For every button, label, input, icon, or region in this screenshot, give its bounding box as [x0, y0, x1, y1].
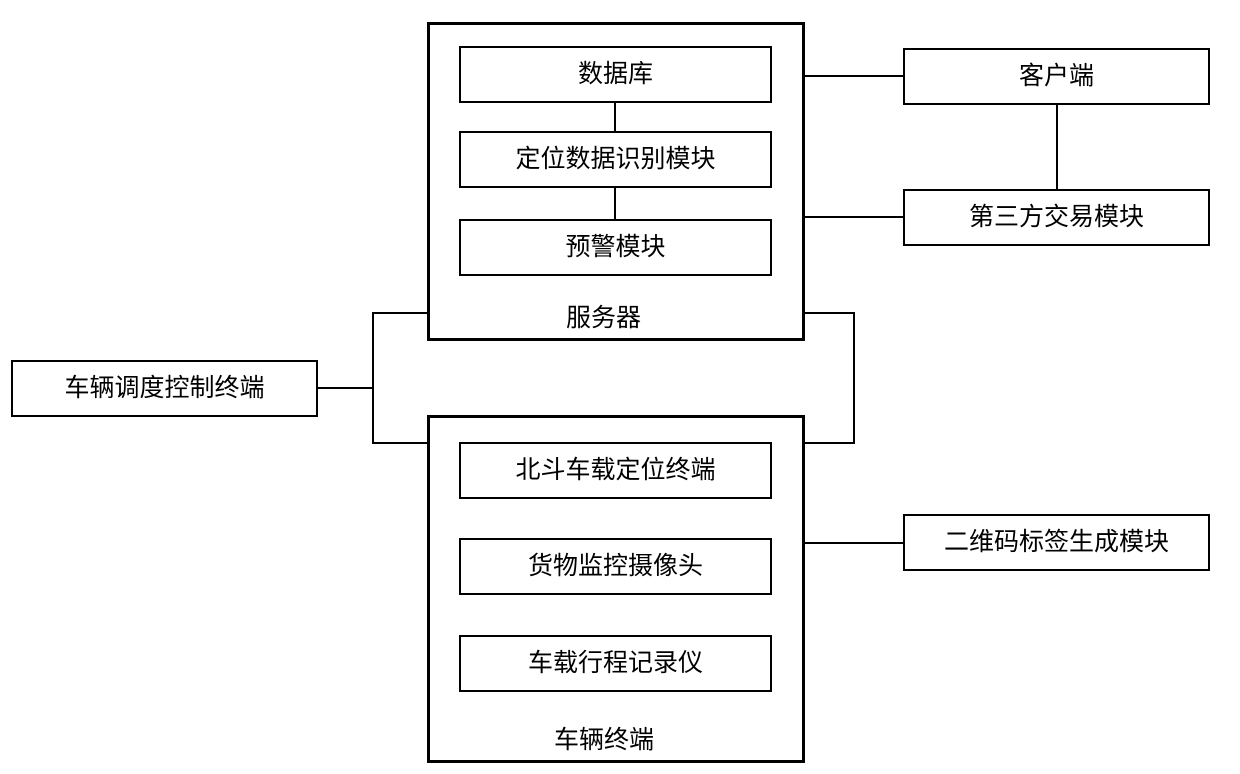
vehicle-dispatch-label: 车辆调度控制终端: [64, 374, 264, 404]
edge-bus-server: [372, 312, 427, 314]
travel-recorder-box: 车载行程记录仪: [459, 635, 772, 692]
cargo-camera-box: 货物监控摄像头: [459, 538, 772, 595]
database-box: 数据库: [459, 46, 772, 103]
edge-server-thirdparty: [805, 216, 903, 218]
edge-bus-vehicle: [372, 442, 427, 444]
database-label: 数据库: [578, 60, 653, 90]
third-party-label: 第三方交易模块: [969, 203, 1144, 233]
vehicle-terminal-container-label: 车辆终端: [554, 720, 654, 756]
warning-module-label: 预警模块: [565, 233, 665, 263]
third-party-box: 第三方交易模块: [903, 189, 1210, 246]
cargo-camera-label: 货物监控摄像头: [528, 552, 703, 582]
edge-vehicle-server-v: [853, 312, 855, 444]
server-container-label: 服务器: [566, 298, 641, 334]
vehicle-dispatch-box: 车辆调度控制终端: [11, 360, 318, 417]
edge-server-client: [805, 75, 903, 77]
qr-module-box: 二维码标签生成模块: [903, 514, 1210, 571]
edge-client-thirdparty: [1056, 105, 1058, 189]
positioning-module-box: 定位数据识别模块: [459, 131, 772, 188]
edge-vehicle-server-h2: [805, 312, 854, 314]
edge-vehicle-server-h1: [805, 442, 854, 444]
travel-recorder-label: 车载行程记录仪: [528, 649, 703, 679]
beidou-terminal-label: 北斗车载定位终端: [515, 456, 715, 486]
client-box: 客户端: [903, 48, 1210, 105]
edge-positioning-warning: [614, 188, 616, 219]
edge-db-positioning: [614, 103, 616, 131]
client-label: 客户端: [1019, 62, 1094, 92]
qr-module-label: 二维码标签生成模块: [944, 528, 1169, 558]
beidou-terminal-box: 北斗车载定位终端: [459, 442, 772, 499]
warning-module-box: 预警模块: [459, 219, 772, 276]
edge-bus-vertical: [372, 312, 374, 444]
edge-dispatch-bus: [318, 387, 374, 389]
positioning-module-label: 定位数据识别模块: [515, 145, 715, 175]
edge-vehicle-qr: [805, 542, 903, 544]
